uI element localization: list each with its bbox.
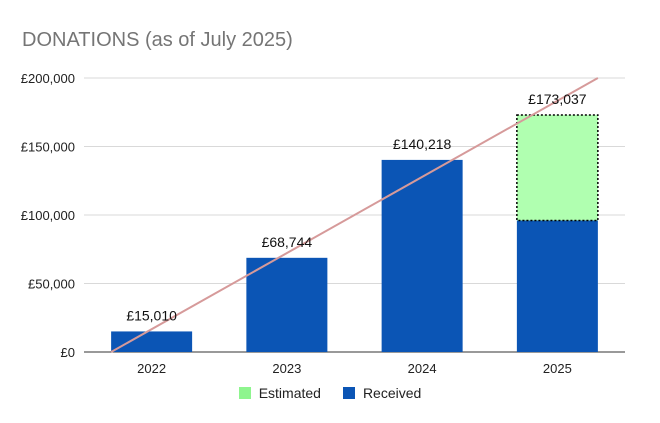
legend: Estimated Received [0, 385, 660, 401]
bar-estimated [516, 114, 599, 222]
legend-label-estimated: Estimated [258, 385, 321, 401]
x-tick-label: 2024 [408, 361, 437, 376]
data-label: £68,744 [262, 234, 313, 250]
y-tick-label: £150,000 [21, 140, 75, 155]
chart-title: DONATIONS (as of July 2025) [22, 29, 293, 51]
labels: £0 £50,000 £100,000 £150,000 £200,000 2022 £15… [21, 71, 587, 376]
y-tick-label: £50,000 [28, 277, 75, 292]
legend-item-received: Received [342, 385, 422, 401]
data-label: £140,218 [393, 136, 452, 152]
bar-received [381, 159, 463, 352]
bar-received [246, 257, 328, 352]
x-tick-label: 2023 [272, 361, 301, 376]
bar-received [111, 331, 193, 352]
trendline-layer [110, 77, 599, 353]
bar-received [516, 220, 598, 352]
y-tick-label: £200,000 [21, 71, 75, 86]
legend-swatch-estimated [238, 387, 251, 399]
x-tick-label: 2022 [137, 361, 166, 376]
y-tick-label: £0 [61, 345, 75, 360]
y-tick-label: £100,000 [21, 208, 75, 223]
data-label: £173,037 [528, 91, 587, 107]
legend-item-estimated: Estimated [238, 385, 321, 401]
data-label: £15,010 [126, 307, 177, 323]
legend-swatch-received [342, 387, 355, 399]
x-tick-label: 2025 [543, 361, 572, 376]
legend-label-received: Received [362, 385, 422, 401]
trendline [110, 77, 599, 353]
bars [111, 114, 599, 352]
